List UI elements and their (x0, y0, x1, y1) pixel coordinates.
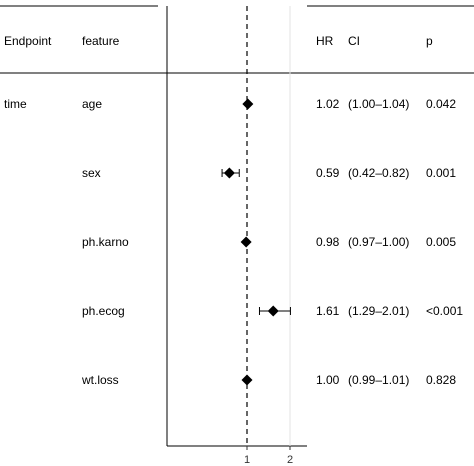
p-value-cell: 0.001 (426, 166, 456, 180)
hr-point (242, 98, 254, 110)
table-row: ph.karno 0.98 (0.97–1.00) 0.005 (82, 235, 456, 249)
ci-cell: (1.00–1.04) (348, 97, 409, 111)
feature-cell: ph.ecog (82, 304, 125, 318)
header-hr: HR (316, 34, 334, 48)
table-row: wt.loss 1.00 (0.99–1.01) 0.828 (81, 373, 456, 387)
ci-cell: (0.97–1.00) (348, 235, 409, 249)
p-value-cell: 0.828 (426, 373, 456, 387)
hr-cell: 1.61 (316, 304, 340, 318)
table-row: time age 1.02 (1.00–1.04) 0.042 (4, 97, 456, 111)
header-feature: feature (82, 34, 120, 48)
feature-cell: ph.karno (82, 235, 129, 249)
hr-cell: 1.02 (316, 97, 340, 111)
ci-cell: (1.29–2.01) (348, 304, 409, 318)
p-value-cell: <0.001 (426, 304, 463, 318)
feature-cell: sex (82, 166, 101, 180)
table-row: sex 0.59 (0.42–0.82) 0.001 (82, 166, 456, 180)
estimates (221, 98, 291, 386)
hr-cell: 0.98 (316, 235, 340, 249)
hr-cell: 1.00 (316, 373, 340, 387)
table-row: ph.ecog 1.61 (1.29–2.01) <0.001 (82, 304, 463, 318)
table-rows: time age 1.02 (1.00–1.04) 0.042 sex 0.59 (0.42–… (4, 97, 463, 387)
p-value-cell: 0.042 (426, 97, 456, 111)
endpoint-cell: time (4, 97, 27, 111)
ci-cell: (0.99–1.01) (348, 373, 409, 387)
x-tick-label: 1 (244, 454, 250, 466)
header-ci: CI (348, 34, 360, 48)
hr-cell: 0.59 (316, 166, 340, 180)
p-value-cell: 0.005 (426, 235, 456, 249)
feature-cell: wt.loss (81, 373, 119, 387)
hr-point (241, 374, 253, 386)
header-p: p (426, 34, 433, 48)
header-endpoint: Endpoint (4, 34, 52, 48)
ci-cell: (0.42–0.82) (348, 166, 409, 180)
feature-cell: age (82, 97, 102, 111)
hr-point (240, 236, 252, 248)
hr-point (223, 167, 235, 179)
x-tick-label: 2 (287, 454, 293, 466)
hr-point (267, 305, 279, 317)
